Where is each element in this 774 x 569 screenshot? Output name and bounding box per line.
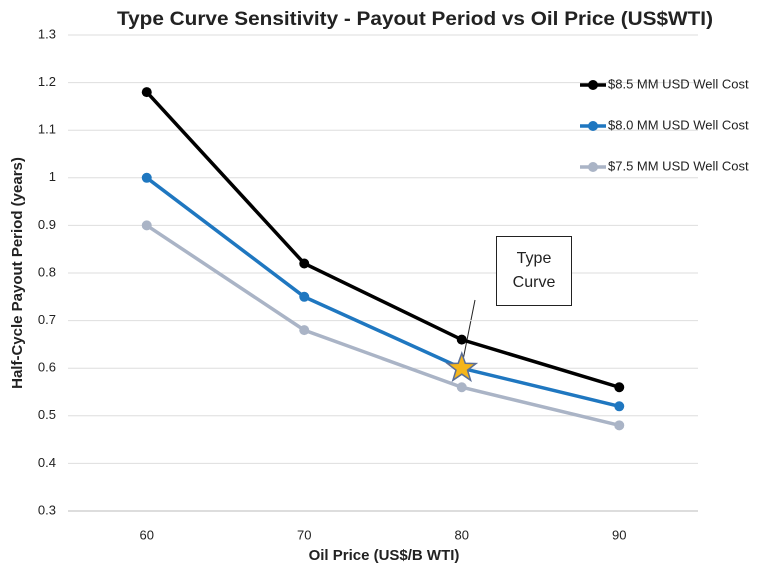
y-axis-label: Half-Cycle Payout Period (years) bbox=[9, 157, 26, 389]
x-tick-label: 90 bbox=[612, 527, 626, 542]
point bbox=[299, 291, 310, 302]
callout-line bbox=[461, 299, 476, 366]
type-curve-star bbox=[445, 350, 479, 383]
x-tick-label: 60 bbox=[140, 527, 154, 542]
y-tick-label: 0.5 bbox=[38, 407, 56, 422]
point bbox=[299, 258, 310, 269]
x-tick-label: 80 bbox=[455, 527, 469, 542]
point bbox=[456, 334, 467, 345]
y-tick-label: 0.8 bbox=[38, 264, 56, 279]
legend-label: $7.5 MM USD Well Cost bbox=[608, 158, 749, 173]
point bbox=[141, 220, 152, 231]
legend-marker bbox=[588, 121, 598, 131]
y-tick-label: 1 bbox=[49, 169, 56, 184]
chart-title: Type Curve Sensitivity - Payout Period v… bbox=[117, 9, 713, 30]
y-tick-label: 0.4 bbox=[38, 455, 56, 470]
y-tick-label: 1.2 bbox=[38, 74, 56, 89]
point bbox=[614, 420, 625, 431]
x-axis-label: Oil Price (US$/B WTI) bbox=[309, 547, 460, 564]
annotation: Type Curve bbox=[496, 236, 572, 306]
point bbox=[456, 382, 467, 393]
legend-marker bbox=[588, 80, 598, 90]
legend-marker bbox=[588, 162, 598, 172]
point bbox=[614, 382, 625, 393]
series-line bbox=[145, 90, 620, 389]
legend-label: $8.5 MM USD Well Cost bbox=[608, 76, 749, 91]
x-tick-label: 70 bbox=[297, 527, 311, 542]
point bbox=[299, 325, 310, 336]
y-tick-label: 0.3 bbox=[38, 502, 56, 517]
y-tick-label: 1.1 bbox=[38, 122, 56, 137]
series-line bbox=[145, 223, 620, 428]
y-tick-label: 0.9 bbox=[38, 217, 56, 232]
point bbox=[141, 87, 152, 98]
y-tick-label: 0.7 bbox=[38, 312, 56, 327]
point bbox=[614, 401, 625, 412]
series-line bbox=[145, 176, 620, 408]
legend-label: $8.0 MM USD Well Cost bbox=[608, 117, 749, 132]
y-tick-label: 1.3 bbox=[38, 26, 56, 41]
point bbox=[141, 172, 152, 183]
y-tick-label: 0.6 bbox=[38, 360, 56, 375]
